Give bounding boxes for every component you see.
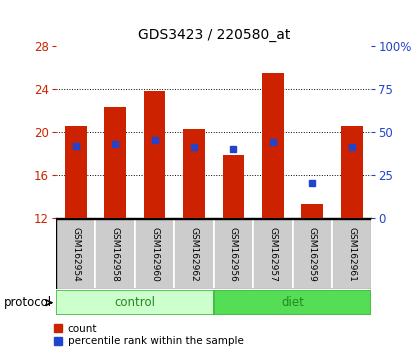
Bar xyxy=(65,126,87,218)
Bar xyxy=(183,129,205,218)
Legend: count, percentile rank within the sample: count, percentile rank within the sample xyxy=(54,324,244,347)
Bar xyxy=(174,219,214,289)
Text: GSM162959: GSM162959 xyxy=(308,227,317,281)
Bar xyxy=(56,290,214,315)
Bar xyxy=(214,219,253,289)
Title: GDS3423 / 220580_at: GDS3423 / 220580_at xyxy=(137,28,290,42)
Text: diet: diet xyxy=(281,296,304,309)
Bar xyxy=(293,219,332,289)
Bar xyxy=(144,91,166,218)
Text: control: control xyxy=(115,296,155,309)
Text: GSM162958: GSM162958 xyxy=(111,227,120,281)
Bar xyxy=(341,126,363,218)
Bar xyxy=(301,204,323,218)
Text: GSM162957: GSM162957 xyxy=(269,227,277,281)
Bar xyxy=(135,219,174,289)
Text: GSM162956: GSM162956 xyxy=(229,227,238,281)
Bar xyxy=(253,219,293,289)
Bar xyxy=(214,290,371,315)
Text: GSM162961: GSM162961 xyxy=(347,227,356,281)
Text: GSM162962: GSM162962 xyxy=(190,227,198,281)
Bar xyxy=(332,219,371,289)
Bar xyxy=(56,219,95,289)
Bar xyxy=(222,155,244,218)
Text: protocol: protocol xyxy=(4,296,52,309)
Bar xyxy=(262,73,284,218)
Text: GSM162960: GSM162960 xyxy=(150,227,159,281)
Bar xyxy=(104,107,126,218)
Text: GSM162954: GSM162954 xyxy=(71,227,80,281)
Bar xyxy=(95,219,135,289)
